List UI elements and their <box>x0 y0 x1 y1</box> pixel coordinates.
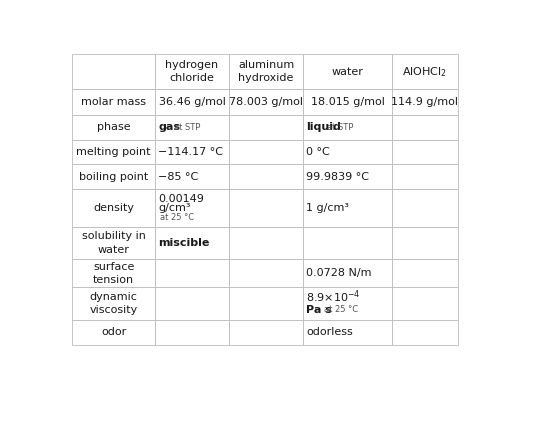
Text: at STP: at STP <box>175 123 201 132</box>
Bar <box>73 259 155 287</box>
Text: 114.9 g/mol: 114.9 g/mol <box>391 97 458 107</box>
Text: phase: phase <box>97 122 130 132</box>
Bar <box>229 259 303 287</box>
Text: 36.46 g/mol: 36.46 g/mol <box>158 97 225 107</box>
Bar <box>155 140 229 164</box>
Bar <box>392 259 458 287</box>
Bar <box>303 227 392 259</box>
Text: 18.015 g/mol: 18.015 g/mol <box>311 97 384 107</box>
Bar <box>73 287 155 320</box>
Text: 0 °C: 0 °C <box>306 147 330 157</box>
Text: hydrogen
chloride: hydrogen chloride <box>165 60 218 83</box>
Bar <box>303 287 392 320</box>
Text: boiling point: boiling point <box>79 172 149 181</box>
Bar <box>392 227 458 259</box>
Bar <box>303 55 392 89</box>
Text: odorless: odorless <box>306 328 353 337</box>
Text: molar mass: molar mass <box>81 97 146 107</box>
Bar <box>229 140 303 164</box>
Text: melting point: melting point <box>76 147 151 157</box>
Text: odor: odor <box>101 328 126 337</box>
Bar <box>303 189 392 227</box>
Bar <box>392 320 458 345</box>
Bar <box>73 115 155 140</box>
Bar <box>229 89 303 115</box>
Bar <box>155 164 229 189</box>
Bar <box>303 115 392 140</box>
Bar <box>392 287 458 320</box>
Text: −85 °C: −85 °C <box>158 172 199 181</box>
Bar <box>73 164 155 189</box>
Bar <box>73 55 155 89</box>
Text: 8.9$\times$10$^{-4}$: 8.9$\times$10$^{-4}$ <box>306 288 361 305</box>
Bar <box>155 55 229 89</box>
Bar <box>155 115 229 140</box>
Bar <box>155 320 229 345</box>
Text: density: density <box>93 203 134 213</box>
Bar <box>155 89 229 115</box>
Bar <box>229 287 303 320</box>
Bar <box>303 320 392 345</box>
Bar <box>303 259 392 287</box>
Text: at STP: at STP <box>327 123 353 132</box>
Bar <box>155 189 229 227</box>
Text: g/cm³: g/cm³ <box>158 203 191 213</box>
Bar <box>229 164 303 189</box>
Text: 99.9839 °C: 99.9839 °C <box>306 172 370 181</box>
Text: liquid: liquid <box>306 122 341 132</box>
Bar <box>155 287 229 320</box>
Text: dynamic
viscosity: dynamic viscosity <box>90 292 138 315</box>
Bar <box>392 189 458 227</box>
Bar <box>73 89 155 115</box>
Bar <box>392 115 458 140</box>
Text: 1 g/cm³: 1 g/cm³ <box>306 203 349 213</box>
Bar <box>73 140 155 164</box>
Bar <box>229 55 303 89</box>
Text: −114.17 °C: −114.17 °C <box>158 147 223 157</box>
Bar <box>229 115 303 140</box>
Text: aluminum
hydroxide: aluminum hydroxide <box>238 60 294 83</box>
Bar <box>155 259 229 287</box>
Text: miscible: miscible <box>158 238 210 248</box>
Bar <box>303 164 392 189</box>
Bar <box>229 189 303 227</box>
Text: gas: gas <box>158 122 180 132</box>
Bar <box>303 140 392 164</box>
Bar <box>73 227 155 259</box>
Text: solubility in
water: solubility in water <box>82 231 146 255</box>
Bar <box>392 89 458 115</box>
Bar <box>392 55 458 89</box>
Text: at 25 °C: at 25 °C <box>161 213 194 222</box>
Bar <box>303 89 392 115</box>
Bar <box>155 227 229 259</box>
Text: 0.00149: 0.00149 <box>158 194 204 204</box>
Text: water: water <box>331 66 364 77</box>
Text: at 25 °C: at 25 °C <box>324 305 358 314</box>
Bar <box>229 320 303 345</box>
Text: AlOHCl$_2$: AlOHCl$_2$ <box>402 65 447 78</box>
Text: Pa s: Pa s <box>306 305 333 314</box>
Bar <box>392 164 458 189</box>
Bar <box>392 140 458 164</box>
Bar <box>73 320 155 345</box>
Text: 78.003 g/mol: 78.003 g/mol <box>229 97 303 107</box>
Text: 0.0728 N/m: 0.0728 N/m <box>306 268 372 278</box>
Bar <box>229 227 303 259</box>
Text: surface
tension: surface tension <box>93 262 134 285</box>
Bar <box>73 189 155 227</box>
